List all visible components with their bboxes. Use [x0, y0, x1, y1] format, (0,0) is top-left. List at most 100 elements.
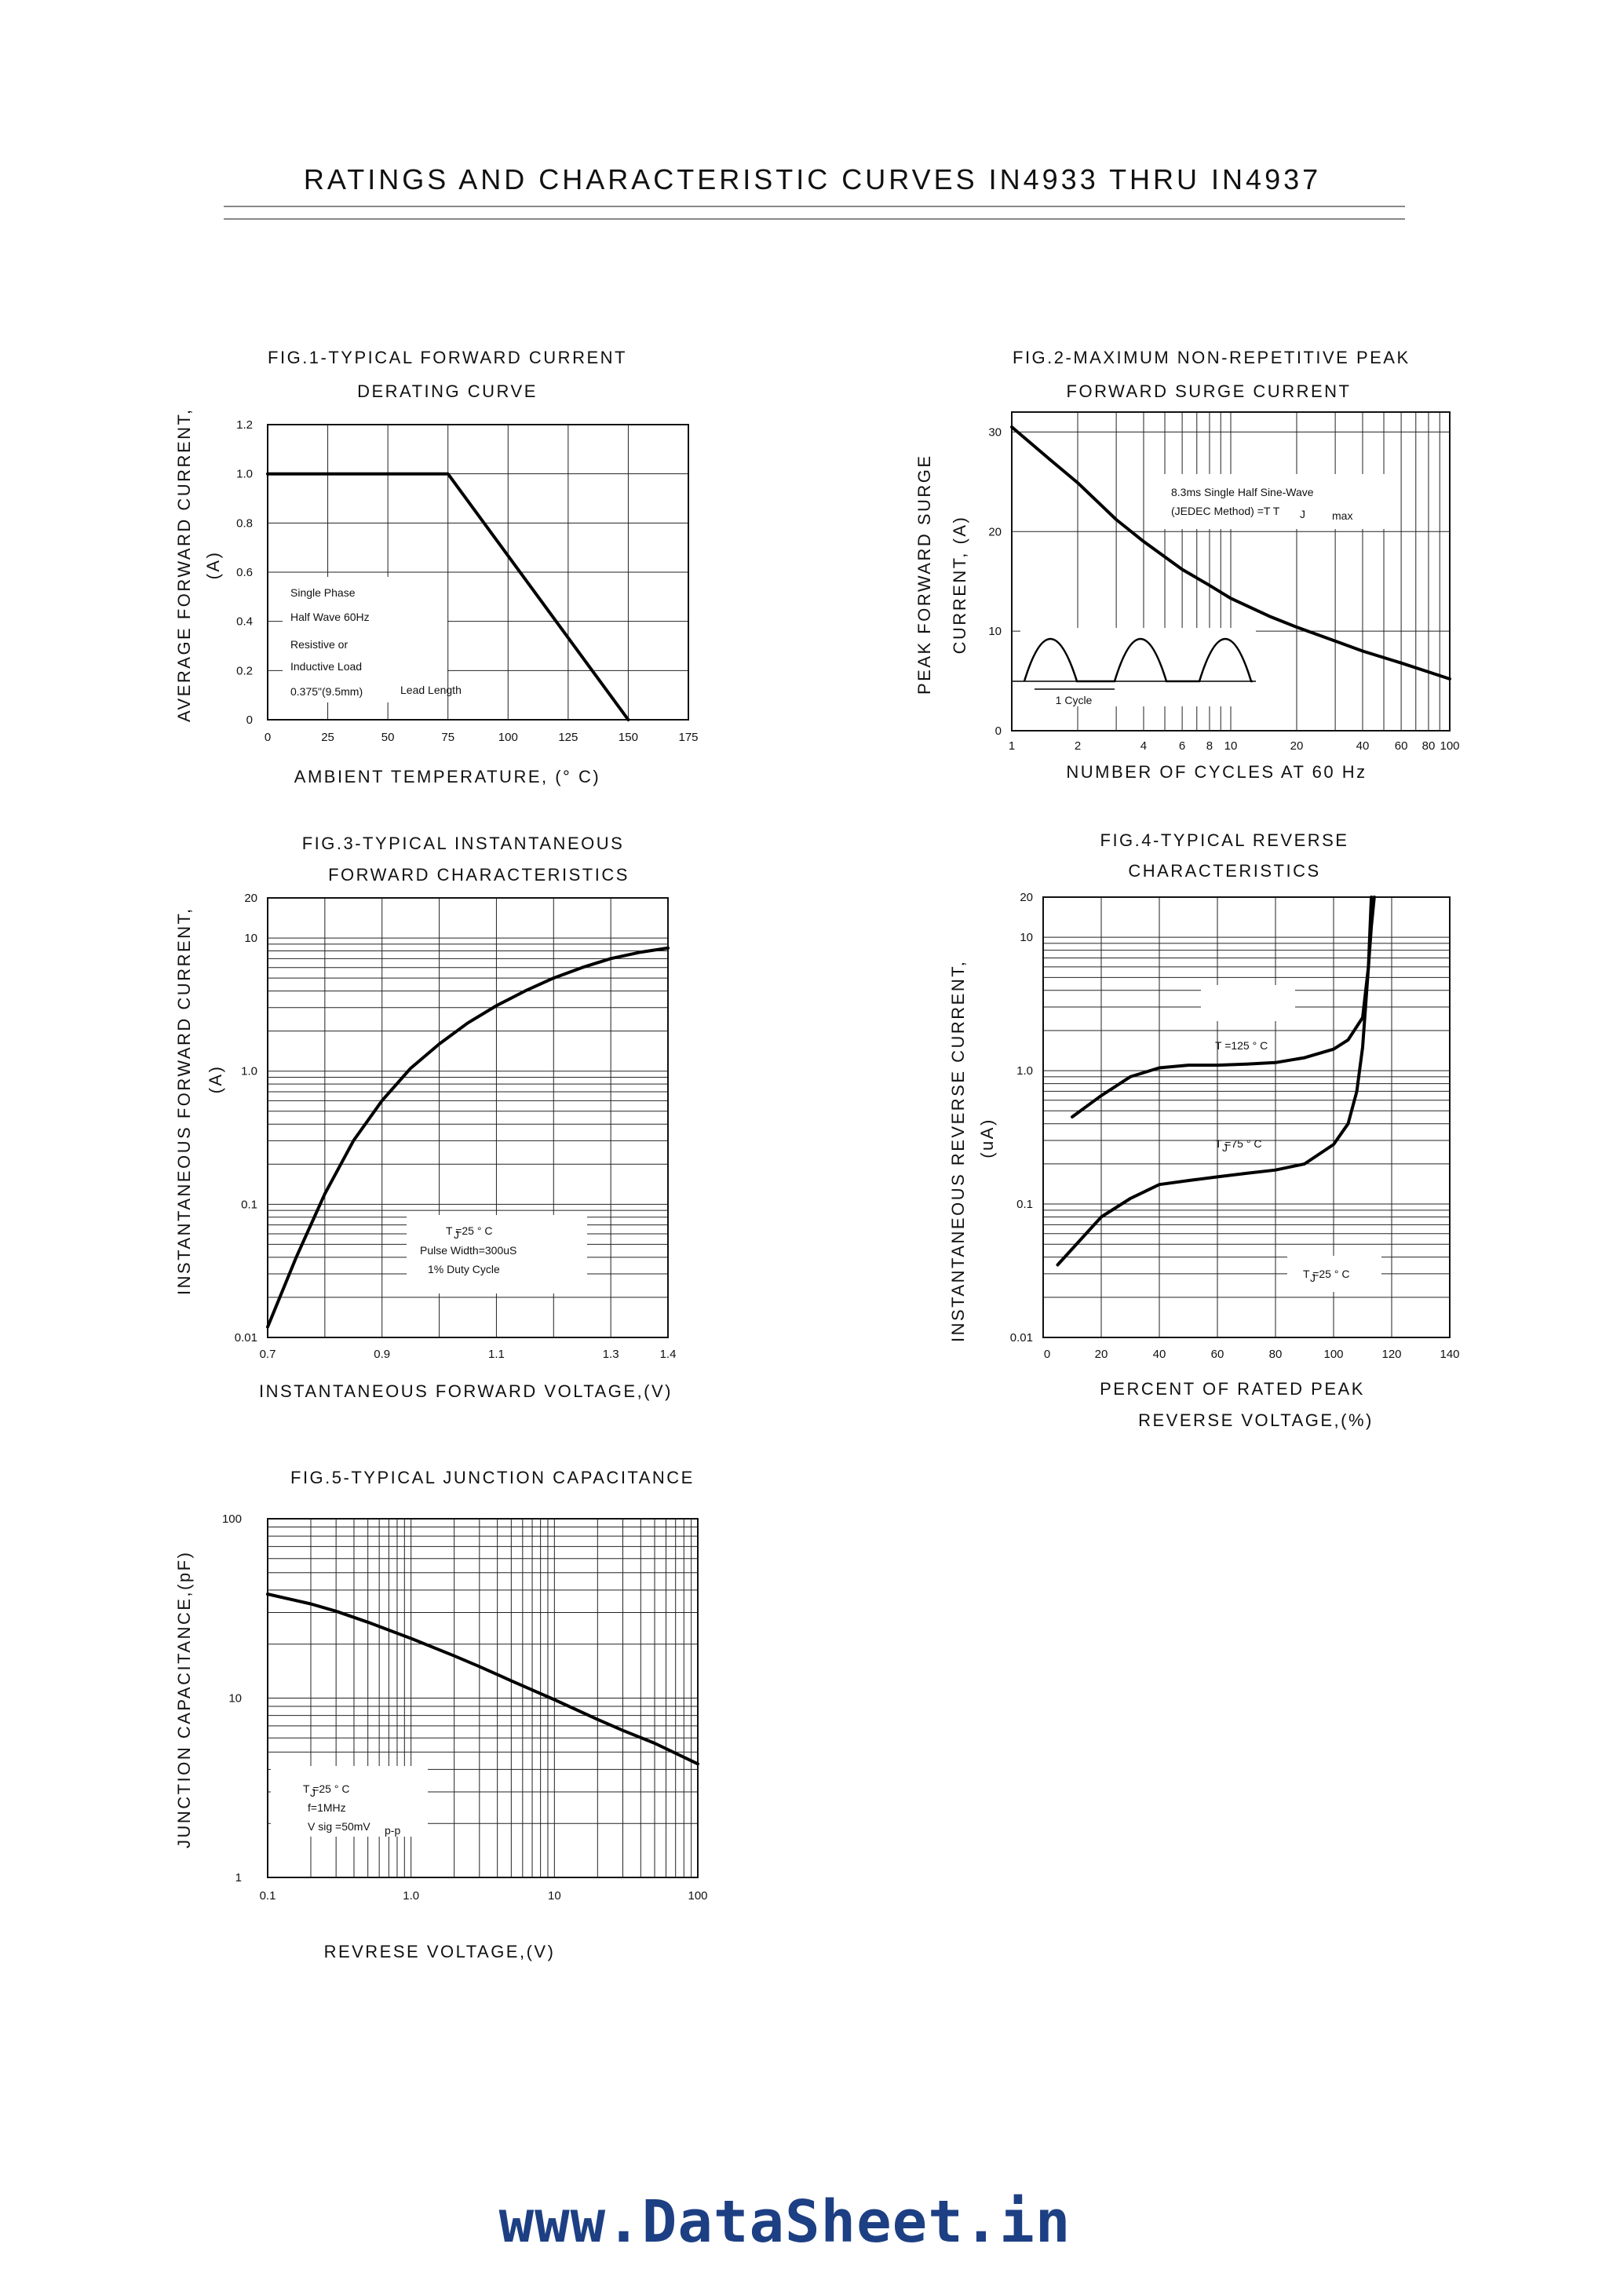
fig3-xlabel: INSTANTANEOUS FORWARD VOLTAGE,(V) [259, 1381, 673, 1401]
fig2-annotation-box [1154, 474, 1389, 529]
fig3-x-tick-1: 0.9 [374, 1348, 390, 1361]
fig4-annotation-0: T =125 ° C [1215, 1039, 1268, 1052]
fig5-y-tick-0: 1 [235, 1871, 242, 1885]
fig5-series-0-line [266, 1593, 699, 1766]
fig4-x-tick-3: 60 [1211, 1348, 1224, 1361]
fig1-annotation-1: Half Wave 60Hz [290, 611, 370, 623]
fig2-annotation-4: 1 Cycle [1056, 694, 1093, 706]
fig4-title-line1: FIG.4-TYPICAL REVERSE [1100, 830, 1349, 850]
fig2-series-0-line [1010, 425, 1451, 680]
fig4-annotation-3: T =25 ° C [1303, 1268, 1349, 1280]
fig5-x-tick-2: 10 [548, 1889, 561, 1903]
fig1-y-tick-6: 1.2 [236, 418, 253, 432]
fig2-xlabel: NUMBER OF CYCLES AT 60 Hz [1066, 762, 1367, 782]
fig1-plot-frame [267, 424, 689, 721]
fig2-x-tick-1: 2 [1075, 739, 1081, 753]
fig1-x-tick-7: 175 [678, 731, 698, 744]
fig3-annotation-3: 1% Duty Cycle [428, 1263, 500, 1275]
fig1-y-tick-1: 0.2 [236, 664, 253, 677]
fig4-x-tick-0: 0 [1044, 1348, 1050, 1361]
fig5-xlabel: REVRESE VOLTAGE,(V) [323, 1942, 556, 1961]
fig3-x-tick-4: 1.4 [660, 1348, 677, 1361]
fig1-xlabel: AMBIENT TEMPERATURE, (° C) [294, 767, 601, 786]
fig1-y-tick-2: 0.4 [236, 615, 253, 629]
fig5-x-tick-0: 0.1 [260, 1889, 276, 1903]
fig4-x-tick-6: 120 [1381, 1348, 1401, 1361]
fig4-y-tick-3: 10 [1020, 931, 1033, 944]
fig5-annotation-0: T =25 ° C [303, 1782, 349, 1795]
fig2-plot-frame [1011, 411, 1451, 732]
fig3-annotation-1: J [454, 1228, 459, 1241]
fig3-y-tick-0: 0.01 [235, 1331, 257, 1345]
fig2-waveform-sketch [1023, 637, 1253, 683]
fig1-title-line1: FIG.1-TYPICAL FORWARD CURRENT [268, 348, 627, 367]
fig3-series-0-line [266, 946, 670, 1329]
fig4-y-tick-1: 0.1 [1016, 1198, 1033, 1211]
fig2-y-tick-3: 30 [988, 425, 1002, 439]
fig2-x-tick-2: 4 [1140, 739, 1147, 753]
fig2-y-tick-0: 0 [995, 724, 1002, 738]
fig3-y-tick-2: 1.0 [241, 1065, 257, 1078]
fig4-x-tick-1: 20 [1095, 1348, 1108, 1361]
fig1-x-tick-5: 125 [558, 731, 578, 744]
fig2-x-tick-7: 40 [1356, 739, 1370, 753]
fig1-annotation-4: 0.375"(9.5mm) [290, 685, 363, 698]
fig4-y-tick-2: 1.0 [1016, 1064, 1033, 1078]
fig3-x-tick-0: 0.7 [260, 1348, 276, 1361]
fig3-plot-frame [267, 897, 669, 1338]
title-rule-bottom [224, 218, 1405, 220]
fig3-annotation-0: T =25 ° C [446, 1224, 492, 1237]
fig1-x-tick-1: 25 [321, 731, 334, 744]
fig2-title-line2: FORWARD SURGE CURRENT [1066, 381, 1352, 401]
fig4-series-1-line [1056, 896, 1376, 1267]
fig4-plot-frame [1042, 896, 1451, 1338]
fig5-plot-frame [267, 1518, 699, 1878]
fig2-waveform-box [1020, 628, 1256, 706]
fig1-x-tick-6: 150 [619, 731, 638, 744]
fig3-title-line1: FIG.3-TYPICAL INSTANTANEOUS [301, 834, 625, 853]
fig4-x-tick-7: 140 [1440, 1348, 1459, 1361]
fig4-annotation-box-1 [1287, 1256, 1381, 1292]
fig4-x-tick-2: 40 [1153, 1348, 1166, 1361]
fig3-annotation-box [407, 1215, 587, 1293]
watermark: www.DataSheet.in [498, 2188, 1071, 2256]
fig5-annotation-2: f=1MHz [308, 1801, 346, 1814]
fig3-x-tick-3: 1.3 [603, 1348, 619, 1361]
fig3-x-tick-2: 1.1 [488, 1348, 505, 1361]
fig4-annotation-1: T =75 ° C [1215, 1137, 1261, 1150]
fig2-x-tick-0: 1 [1009, 739, 1015, 753]
fig2-x-tick-8: 60 [1395, 739, 1408, 753]
fig1-annotation-box [283, 577, 447, 702]
fig1-x-tick-2: 50 [381, 731, 395, 744]
fig2-annotation-3: max [1332, 509, 1352, 522]
title-rule-top [224, 206, 1405, 207]
fig1-title-line2: DERATING CURVE [357, 381, 538, 401]
fig5-annotation-box [271, 1766, 428, 1837]
fig4-x-tick-5: 100 [1323, 1348, 1343, 1361]
fig1-annotation-0: Single Phase [290, 586, 356, 599]
fig4-y-tick-4: 20 [1020, 891, 1033, 904]
fig1-y-tick-5: 1.0 [236, 468, 253, 481]
fig1-y-tick-3: 0.6 [236, 566, 253, 579]
fig1-annotation-2: Resistive or [290, 638, 348, 651]
fig5-title-line1: FIG.5-TYPICAL JUNCTION CAPACITANCE [290, 1468, 695, 1487]
fig1-x-tick-3: 75 [441, 731, 454, 744]
fig2-y-tick-2: 20 [988, 525, 1002, 538]
fig2-annotation-2: J [1300, 508, 1305, 520]
fig3-title-line2: FORWARD CHARACTERISTICS [328, 865, 630, 885]
fig4-x-tick-4: 80 [1269, 1348, 1283, 1361]
fig2-x-tick-5: 10 [1224, 739, 1238, 753]
fig4-series-0-line [1071, 896, 1374, 1118]
fig1-annotation-5: Lead Length [400, 684, 462, 696]
fig1-x-tick-0: 0 [265, 731, 271, 744]
fig4-annotation-box-0 [1201, 985, 1295, 1021]
fig5-y-tick-1: 10 [228, 1692, 242, 1706]
fig3-y-tick-4: 20 [244, 892, 257, 905]
fig1-y-tick-4: 0.8 [236, 516, 253, 530]
fig4-title-line2: CHARACTERISTICS [1128, 861, 1321, 881]
fig4-y-tick-0: 0.01 [1010, 1331, 1033, 1345]
fig1-annotation-3: Inductive Load [290, 660, 362, 673]
fig2-title-line1: FIG.2-MAXIMUM NON-REPETITIVE PEAK [1013, 348, 1411, 367]
